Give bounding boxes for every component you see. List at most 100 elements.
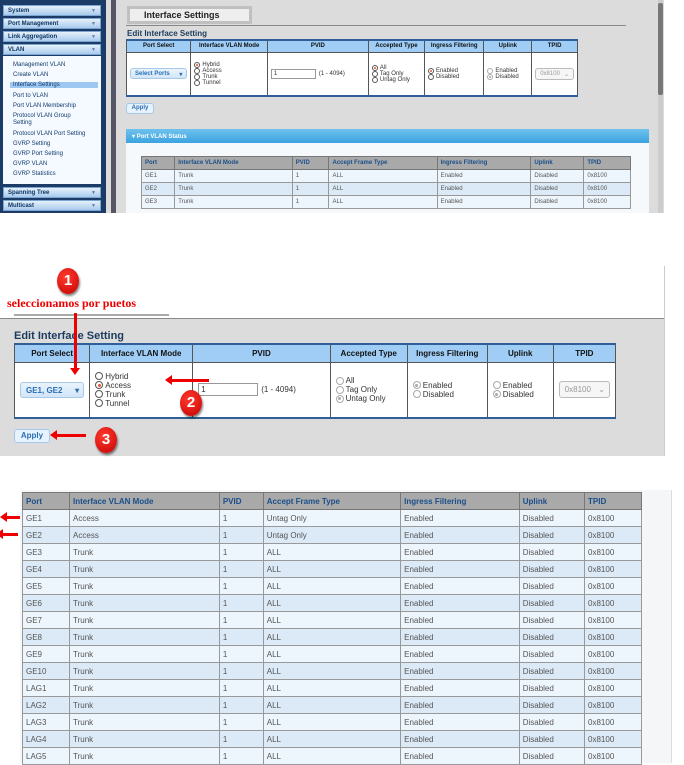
table-cell: Trunk: [174, 182, 293, 196]
table-cell: 1: [218, 526, 264, 544]
column-header: Port: [21, 492, 71, 510]
menu-port-management[interactable]: Port Management ▼: [3, 18, 101, 29]
radio-button-icon[interactable]: [95, 399, 104, 408]
vlan-submenu: Management VLAN Create VLAN Interface Se…: [3, 56, 101, 184]
table-cell: Access: [69, 509, 220, 527]
chevron-down-icon: ▼: [91, 8, 96, 14]
radio-button-icon: [335, 394, 344, 403]
table-cell: Trunk: [69, 730, 220, 748]
radio-tunnel[interactable]: Tunnel: [194, 79, 263, 86]
scrollbar-thumb[interactable]: [658, 3, 663, 95]
radio-access[interactable]: Access: [194, 67, 263, 74]
apply-button[interactable]: Apply: [126, 103, 154, 114]
sidebar-scrollbar[interactable]: [111, 0, 116, 213]
port-select-value: GE1, GE2: [26, 385, 63, 395]
table-cell: 0x8100: [584, 560, 642, 578]
menu-system[interactable]: System ▼: [3, 5, 101, 16]
table-cell: Enabled: [400, 679, 520, 697]
radio-button-icon[interactable]: [427, 67, 434, 74]
table-row: GE7 Trunk 1 ALL Enabled Disabled 0x8100: [21, 611, 642, 629]
radio-button-icon[interactable]: [194, 73, 201, 80]
radio-button-icon[interactable]: [194, 67, 201, 74]
table-cell: GE3: [140, 195, 176, 209]
column-header: Accepted Type: [329, 343, 408, 363]
column-header: Interface VLAN Mode: [174, 156, 293, 170]
pvid-input[interactable]: 1: [198, 383, 259, 397]
radio-enabled: Enabled: [492, 381, 548, 390]
sidebar-item-create-vlan[interactable]: Create VLAN: [13, 72, 49, 78]
table-row: GE2 Trunk 1 ALL Enabled Disabled 0x8100: [140, 182, 631, 196]
table-row: GE3 Trunk 1 ALL Enabled Disabled 0x8100: [140, 195, 631, 209]
radio-hybrid[interactable]: Hybrid: [194, 61, 263, 68]
radio-label: Hybrid: [105, 371, 129, 381]
radio-button-icon[interactable]: [371, 70, 378, 77]
pvid-input[interactable]: 1: [270, 68, 316, 79]
edit-section-title: Edit Interface Setting: [14, 330, 125, 342]
radio-access[interactable]: Access: [95, 381, 187, 390]
radio-button-icon: [335, 385, 344, 394]
radio-button-icon[interactable]: [95, 372, 104, 381]
ingress-filtering-cell: Enabled Disabled: [423, 51, 485, 97]
column-header: PVID: [266, 39, 369, 53]
radio-button-icon[interactable]: [371, 76, 378, 83]
menu-spanning-tree[interactable]: Spanning Tree ▼: [3, 187, 101, 198]
table-cell: 1: [218, 747, 264, 765]
menu-link-aggregation[interactable]: Link Aggregation ▼: [3, 31, 101, 42]
port-select-dropdown[interactable]: GE1, GE2 ▾: [20, 381, 85, 398]
main-scrollbar[interactable]: [658, 0, 663, 213]
radio-trunk[interactable]: Trunk: [194, 73, 263, 80]
table-cell: ALL: [262, 747, 402, 765]
table-cell: LAG5: [21, 747, 71, 765]
header-row: Port Select Interface VLAN Mode PVID Accept…: [125, 39, 578, 53]
apply-button[interactable]: Apply: [14, 429, 50, 443]
sidebar-item-port-vlan-membership[interactable]: Port VLAN Membership: [13, 103, 77, 109]
radio-trunk[interactable]: Trunk: [95, 390, 187, 399]
radio-disabled[interactable]: Disabled: [427, 73, 480, 80]
sidebar-item-management-vlan[interactable]: Management VLAN: [13, 62, 66, 68]
sidebar-item-gvrp-port-setting[interactable]: GVRP Port Setting: [13, 151, 63, 157]
radio-tag-only[interactable]: Tag Only: [371, 70, 421, 77]
table-cell: ALL: [262, 679, 402, 697]
port-vlan-status-header[interactable]: ▾ Port VLAN Status: [126, 129, 649, 143]
triangle-down-icon: ▾: [132, 134, 137, 140]
sidebar-item-interface-settings[interactable]: Interface Settings: [10, 82, 98, 88]
menu-label: VLAN: [8, 47, 25, 53]
edit-section-title: Edit Interface Setting: [127, 29, 208, 38]
radio-all[interactable]: All: [371, 64, 421, 71]
radio-tunnel[interactable]: Tunnel: [95, 399, 187, 408]
table-cell: 0x8100: [584, 679, 642, 697]
table-cell: Disabled: [518, 747, 586, 765]
radio-enabled[interactable]: Enabled: [427, 67, 480, 74]
table-cell: ALL: [328, 169, 438, 183]
radio-untag-only[interactable]: Untag Only: [371, 76, 421, 83]
radio-button-icon[interactable]: [194, 79, 201, 86]
radio-button-icon[interactable]: [95, 381, 104, 390]
table-cell: 0x8100: [583, 182, 631, 196]
sidebar-item-gvrp-vlan[interactable]: GVRP VLAN: [13, 161, 48, 167]
table-cell: GE4: [21, 560, 71, 578]
port-select-dropdown[interactable]: Select Ports ▾: [130, 68, 188, 80]
sidebar-item-gvrp-statistics[interactable]: GVRP Statistics: [13, 171, 56, 177]
table-cell: LAG2: [21, 696, 71, 714]
table-cell: Trunk: [69, 543, 220, 561]
sidebar-item-protocol-vlan-port[interactable]: Protocol VLAN Port Setting: [13, 131, 86, 137]
radio-disabled: Disabled: [487, 73, 528, 80]
table-row: GE4 Trunk 1 ALL Enabled Disabled 0x8100: [21, 560, 642, 578]
menu-vlan[interactable]: VLAN ▼: [3, 44, 101, 55]
radio-hybrid[interactable]: Hybrid: [95, 372, 187, 381]
sidebar-item-protocol-vlan-group[interactable]: Protocol VLAN Group Setting: [13, 113, 71, 126]
arrow-down-icon: [70, 313, 80, 375]
screenshot-edit: Edit Interface Setting Port Select Interf…: [0, 266, 665, 456]
table-row: GE10 Trunk 1 ALL Enabled Disabled 0x8100: [21, 662, 642, 680]
radio-button-icon[interactable]: [371, 64, 378, 71]
radio-button-icon[interactable]: [194, 61, 201, 68]
menu-multicast[interactable]: Multicast ▼: [3, 200, 101, 211]
table-cell: 1: [218, 645, 264, 663]
table-cell: Enabled: [400, 577, 520, 595]
table-cell: 1: [291, 169, 330, 183]
radio-button-icon[interactable]: [427, 73, 434, 80]
sidebar-item-gvrp-setting[interactable]: GVRP Setting: [13, 141, 51, 147]
radio-button-icon[interactable]: [95, 390, 104, 399]
tpid-cell: 0x8100 ⌄: [531, 51, 578, 97]
sidebar-item-port-to-vlan[interactable]: Port to VLAN: [13, 93, 49, 99]
